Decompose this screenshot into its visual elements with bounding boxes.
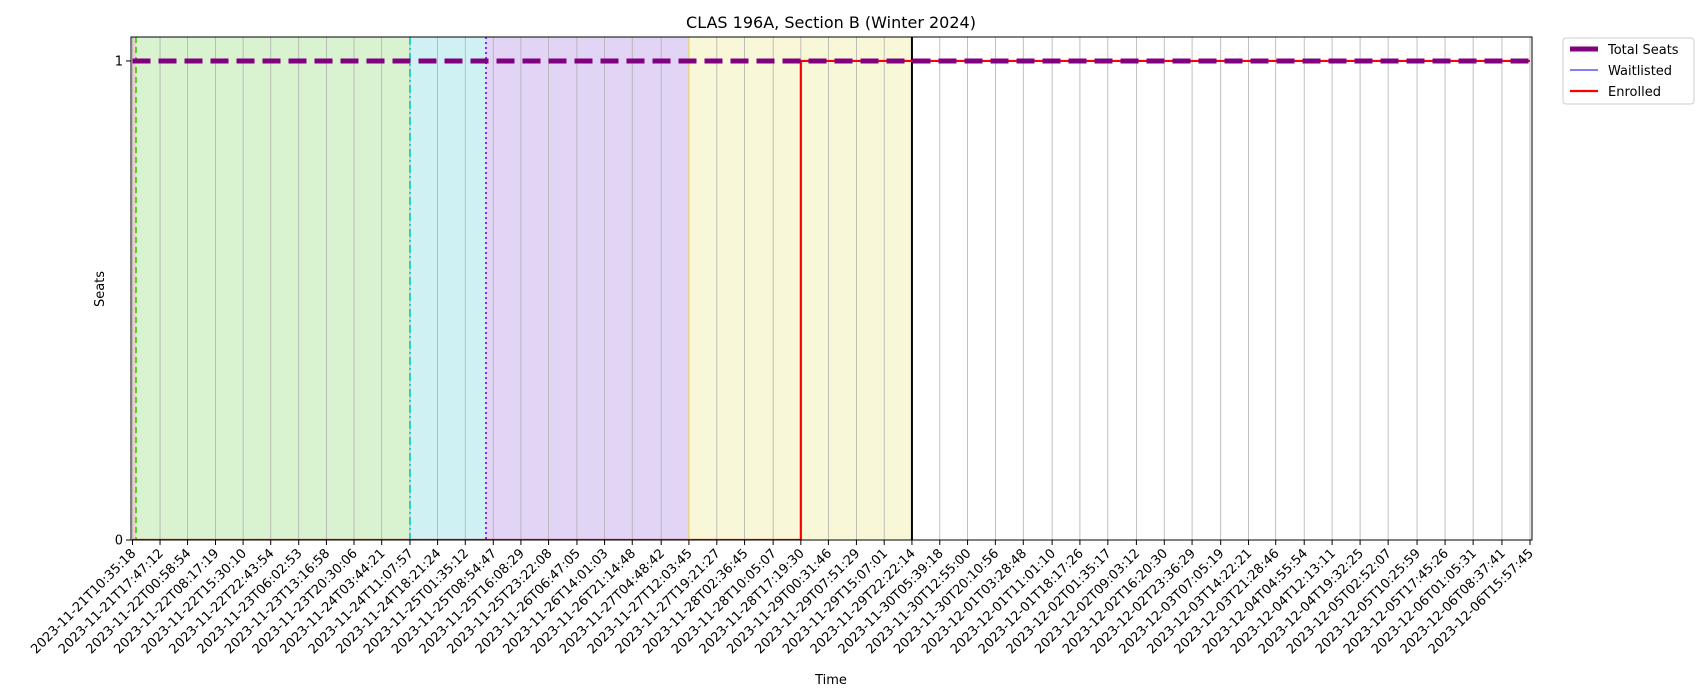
legend-label: Total Seats (1607, 43, 1679, 58)
y-axis-label: Seats (93, 271, 108, 307)
y-tick-label: 0 (115, 534, 123, 549)
plot-frame (130, 36, 1533, 541)
shaded-region (132, 37, 136, 540)
legend-label: Enrolled (1608, 85, 1661, 100)
y-tick-label: 1 (115, 54, 123, 69)
shaded-region (485, 37, 689, 540)
x-axis-label: Time (814, 673, 847, 688)
legend-label: Waitlisted (1608, 64, 1672, 79)
chart-title: CLAS 196A, Section B (Winter 2024) (686, 13, 976, 32)
shaded-region (135, 37, 410, 540)
legend-frame (1562, 37, 1695, 105)
shaded-region (409, 37, 486, 540)
legend: Total Seats Waitlisted Enrolled (1562, 37, 1695, 105)
